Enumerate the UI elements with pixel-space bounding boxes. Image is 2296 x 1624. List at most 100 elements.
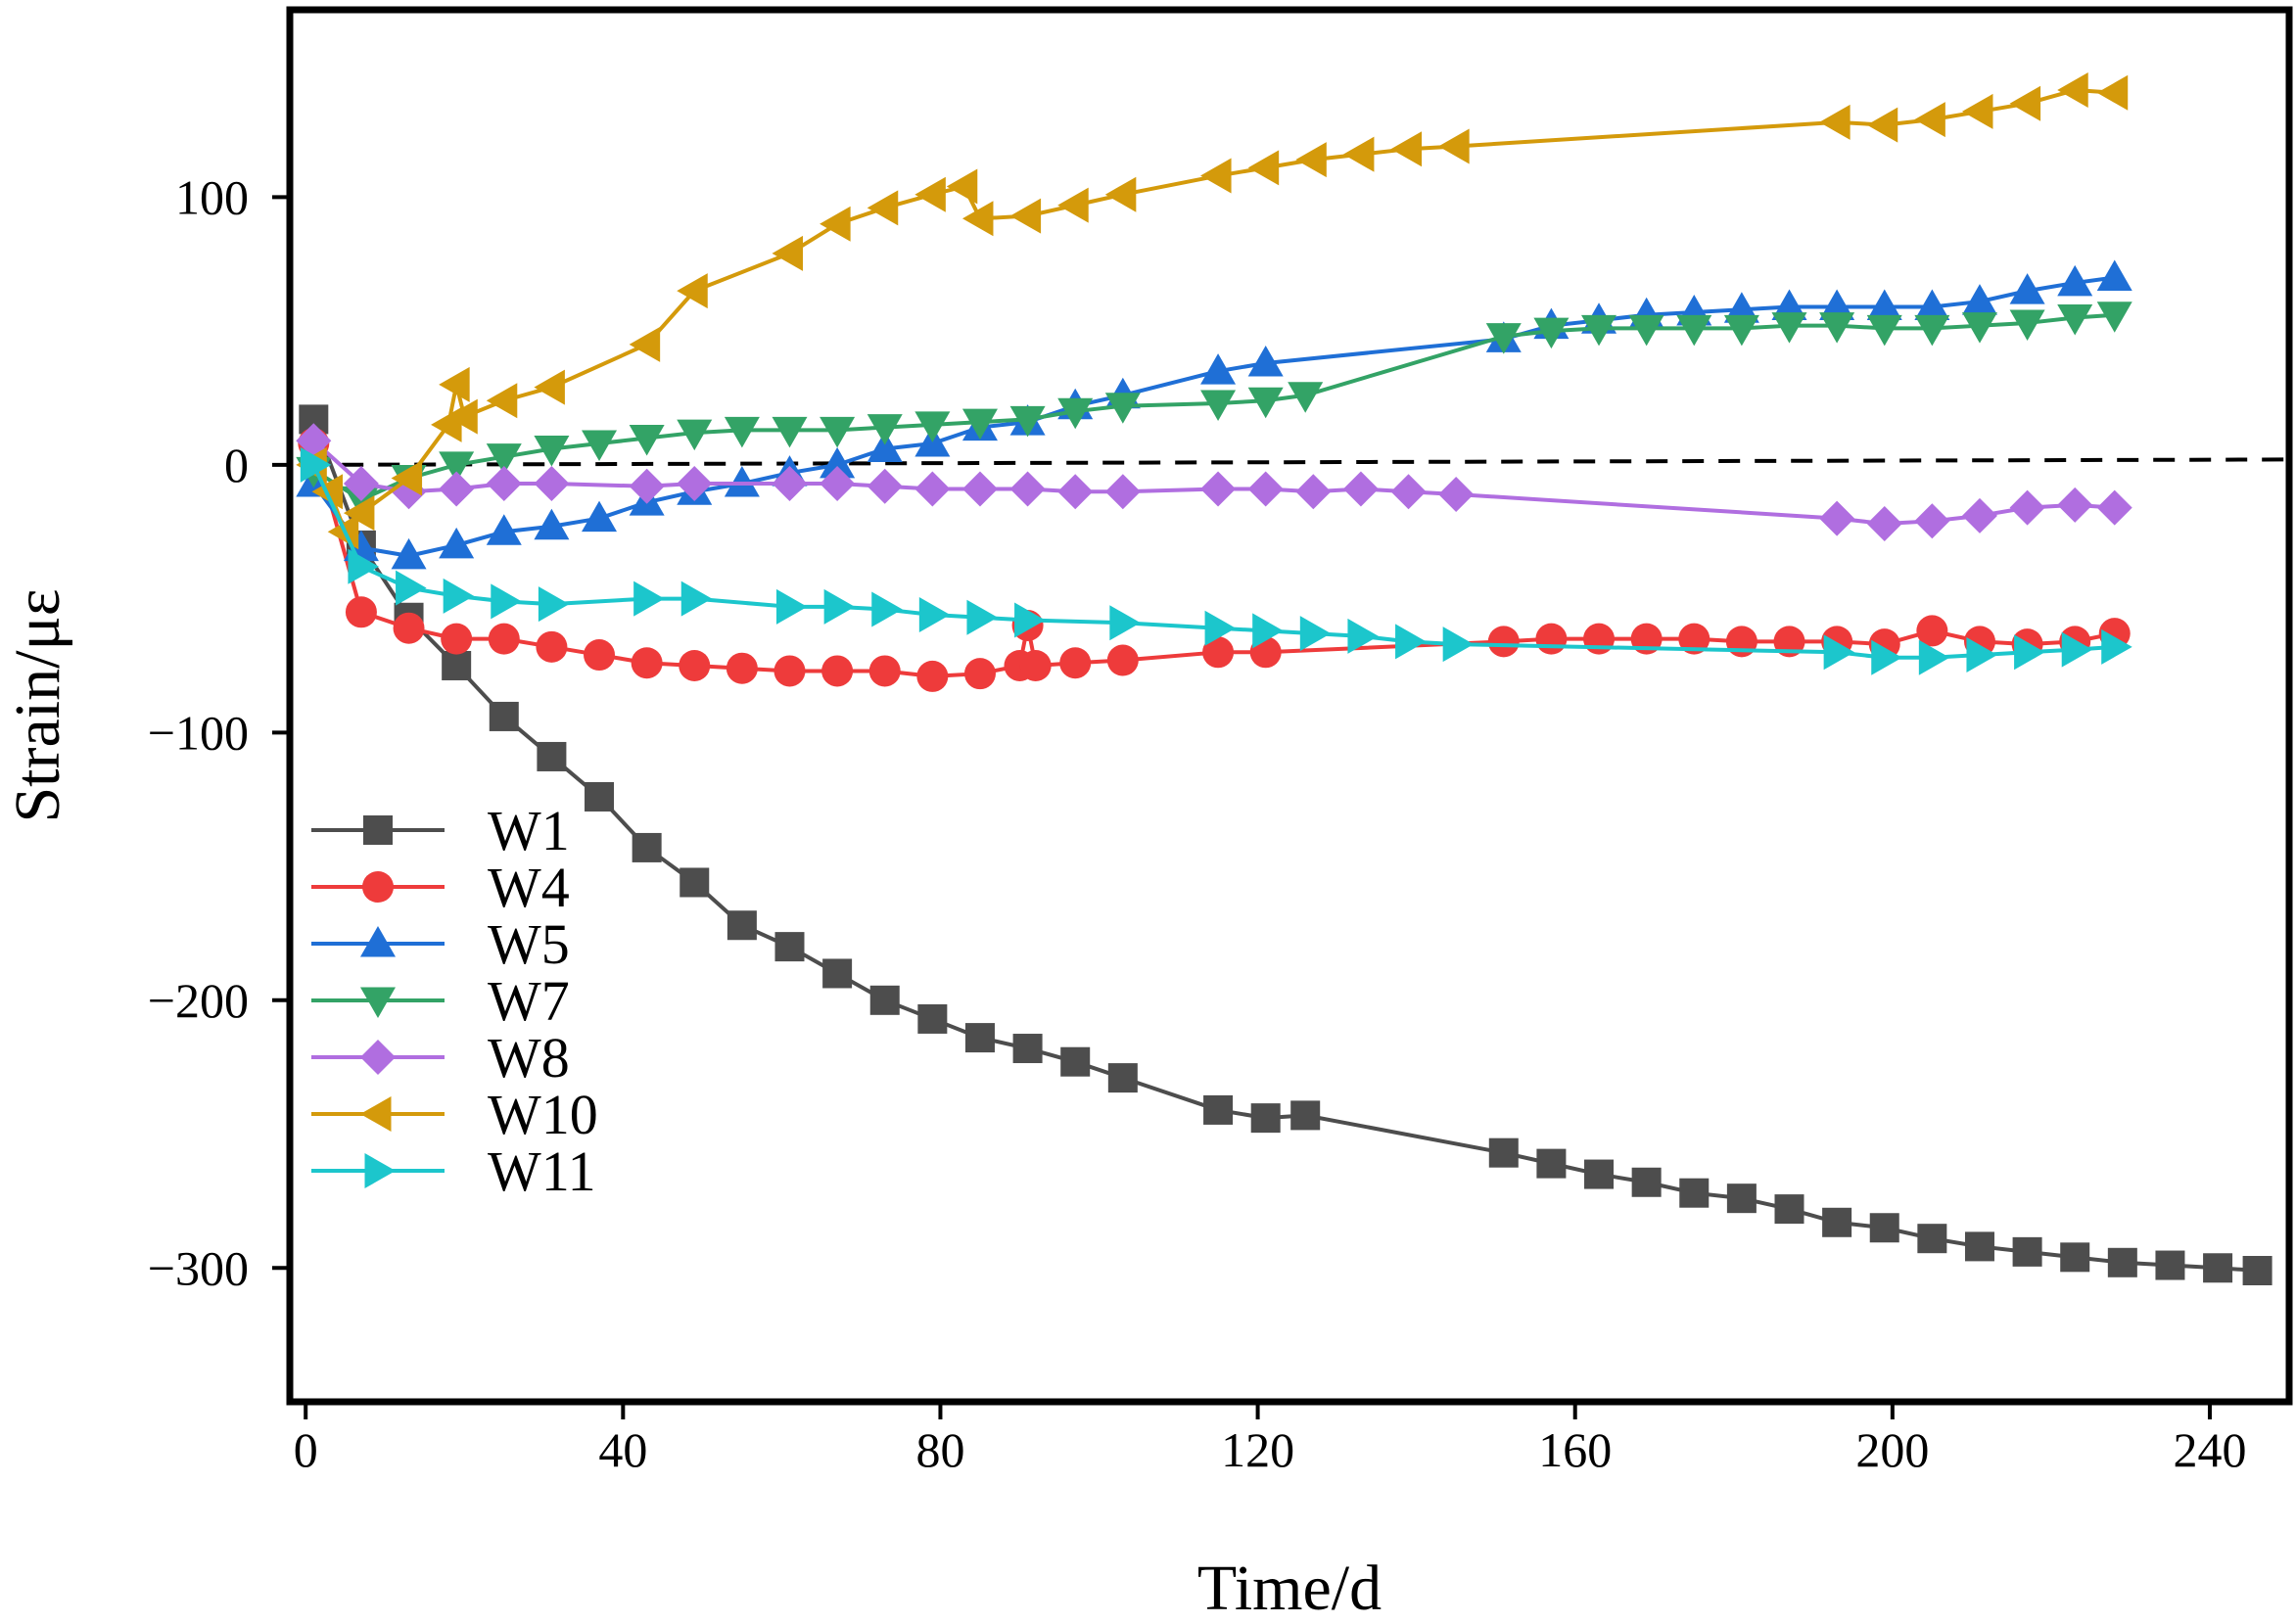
data-point-w1 [1822, 1207, 1852, 1237]
data-point-w8 [772, 466, 808, 502]
data-point-w5 [582, 500, 618, 533]
data-point-w4 [1678, 623, 1710, 655]
series-layer [296, 72, 2273, 1286]
legend-marker [364, 1153, 396, 1188]
data-point-w7 [1247, 387, 1284, 419]
data-point-w1 [726, 910, 757, 941]
data-point-w1 [1536, 1148, 1567, 1179]
data-point-w1 [1584, 1159, 1615, 1189]
plot-frame [286, 6, 2293, 1406]
data-point-w11 [633, 580, 665, 617]
data-point-w7 [486, 443, 522, 475]
data-point-w5 [486, 514, 522, 545]
data-point-w7 [1628, 314, 1664, 347]
data-point-w7 [914, 411, 951, 442]
data-point-w10 [1390, 131, 1423, 167]
legend-marker [362, 871, 394, 903]
data-point-w11 [1442, 626, 1475, 663]
data-point-w4 [1916, 615, 1948, 647]
data-point-w7 [1533, 317, 1570, 349]
legend-label: W10 [488, 1083, 598, 1146]
data-point-w8 [1390, 474, 1427, 510]
data-point-w8 [1866, 506, 1902, 542]
data-point-w11 [443, 578, 475, 614]
data-point-w11 [1252, 613, 1284, 649]
data-point-w8 [914, 471, 951, 507]
data-point-w1 [1107, 1063, 1138, 1093]
legend-item-w7: W7 [311, 969, 570, 1033]
data-point-w11 [918, 597, 951, 633]
data-point-w10 [1819, 104, 1851, 140]
data-point-w5 [1819, 289, 1855, 321]
data-point-w4 [1583, 623, 1616, 655]
data-point-w4 [916, 660, 949, 692]
data-point-w5 [1200, 353, 1237, 385]
data-point-w5 [867, 431, 903, 462]
data-point-w8 [677, 466, 713, 502]
data-point-w7 [2057, 303, 2093, 336]
x-tick-label: 240 [2173, 1422, 2246, 1477]
data-point-w1 [1290, 1100, 1321, 1131]
legend-item-w5: W5 [311, 912, 570, 976]
data-point-w5 [2009, 273, 2045, 304]
data-point-w7 [439, 451, 475, 483]
data-point-w1 [632, 832, 662, 862]
data-point-w4 [584, 639, 616, 672]
data-point-w11 [1966, 637, 1997, 673]
data-point-w10 [1961, 93, 1993, 129]
data-point-w7 [1485, 323, 1522, 354]
data-point-w7 [961, 408, 998, 441]
data-point-w10 [1342, 136, 1375, 172]
x-tick-label: 80 [915, 1422, 964, 1477]
data-point-w7 [1288, 382, 1324, 413]
data-point-w7 [629, 425, 665, 456]
series-w1 [299, 404, 2273, 1286]
data-point-w7 [1961, 312, 1997, 344]
data-point-w10 [439, 366, 470, 402]
series-w11 [300, 446, 2132, 675]
data-point-w11 [1823, 634, 1855, 671]
data-point-w1 [1917, 1224, 1947, 1254]
data-point-w8 [1438, 476, 1475, 512]
data-point-w1 [537, 741, 567, 771]
data-point-w1 [1012, 1034, 1043, 1064]
legend-label: W11 [488, 1139, 596, 1203]
data-point-w8 [1295, 474, 1332, 510]
legend-item-w1: W1 [311, 799, 570, 862]
data-point-w4 [631, 647, 663, 679]
data-point-w8 [343, 466, 379, 502]
data-point-w10 [1057, 187, 1089, 223]
data-point-w7 [1104, 393, 1141, 424]
data-point-w7 [2096, 302, 2132, 333]
y-tick-label: 100 [175, 169, 249, 224]
zero-reference-layer [305, 457, 2290, 467]
data-point-w7 [534, 435, 570, 467]
data-point-w5 [1961, 284, 1997, 315]
data-point-w7 [1057, 397, 1094, 430]
data-point-w8 [2096, 489, 2132, 526]
data-point-w4 [1106, 644, 1139, 676]
data-point-w11 [776, 588, 808, 625]
legend-marker [360, 1096, 392, 1132]
data-point-w1 [1631, 1167, 1662, 1197]
data-point-w8 [1057, 474, 1094, 510]
data-point-w11 [1204, 610, 1237, 646]
series-line-w10 [311, 88, 2115, 534]
data-point-w5 [1771, 289, 1807, 321]
x-tick-label: 160 [1538, 1422, 1612, 1477]
data-point-w8 [820, 466, 856, 502]
data-point-w7 [677, 419, 713, 451]
data-point-w4 [963, 658, 996, 690]
data-point-w11 [396, 570, 427, 606]
data-point-w11 [538, 586, 570, 623]
data-point-w1 [1964, 1231, 1994, 1262]
data-point-w5 [2057, 264, 2093, 297]
data-point-w8 [2009, 489, 2045, 526]
data-point-w1 [2203, 1253, 2233, 1283]
legend-label: W4 [488, 856, 570, 919]
data-point-w1 [1250, 1103, 1281, 1134]
data-point-w8 [534, 466, 570, 502]
data-point-w10 [1866, 107, 1898, 143]
legend-marker [360, 926, 396, 957]
data-point-w4 [1059, 647, 1092, 679]
